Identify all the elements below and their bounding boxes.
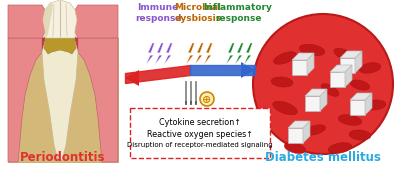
Ellipse shape bbox=[338, 115, 362, 125]
Polygon shape bbox=[43, 3, 53, 38]
Polygon shape bbox=[307, 53, 314, 75]
Polygon shape bbox=[186, 43, 194, 65]
Ellipse shape bbox=[271, 77, 293, 87]
Ellipse shape bbox=[321, 84, 339, 96]
Polygon shape bbox=[155, 43, 164, 65]
Ellipse shape bbox=[359, 63, 381, 73]
Text: Disruption of receptor-mediated signaling: Disruption of receptor-mediated signalin… bbox=[127, 142, 273, 148]
Text: Periodontitis: Periodontitis bbox=[20, 151, 106, 164]
Ellipse shape bbox=[334, 48, 356, 62]
Ellipse shape bbox=[273, 101, 297, 115]
Polygon shape bbox=[195, 43, 204, 65]
FancyBboxPatch shape bbox=[130, 108, 270, 158]
Polygon shape bbox=[350, 100, 365, 115]
Ellipse shape bbox=[284, 142, 306, 154]
Polygon shape bbox=[320, 89, 327, 111]
Text: Cytokine secretion↑: Cytokine secretion↑ bbox=[159, 118, 241, 127]
Polygon shape bbox=[72, 5, 118, 38]
Polygon shape bbox=[330, 72, 345, 87]
Ellipse shape bbox=[349, 130, 371, 140]
Polygon shape bbox=[8, 38, 118, 162]
Polygon shape bbox=[292, 60, 307, 75]
Polygon shape bbox=[355, 51, 362, 73]
Polygon shape bbox=[303, 121, 310, 143]
Polygon shape bbox=[244, 43, 252, 65]
Polygon shape bbox=[241, 62, 255, 78]
Text: Reactive oxygen species↑: Reactive oxygen species↑ bbox=[147, 130, 253, 139]
Circle shape bbox=[253, 14, 393, 154]
Polygon shape bbox=[365, 93, 372, 115]
Polygon shape bbox=[340, 51, 362, 58]
Polygon shape bbox=[340, 58, 355, 73]
Polygon shape bbox=[164, 43, 172, 65]
Polygon shape bbox=[226, 43, 234, 65]
Text: Microbial
dysbiosis: Microbial dysbiosis bbox=[174, 3, 222, 23]
Text: Inflammatory
response: Inflammatory response bbox=[204, 3, 272, 23]
Circle shape bbox=[200, 92, 214, 106]
Polygon shape bbox=[305, 96, 320, 111]
Polygon shape bbox=[350, 93, 372, 100]
Ellipse shape bbox=[364, 100, 386, 110]
Polygon shape bbox=[292, 53, 314, 60]
Polygon shape bbox=[43, 0, 77, 38]
Ellipse shape bbox=[304, 125, 326, 135]
Polygon shape bbox=[305, 89, 327, 96]
Polygon shape bbox=[78, 38, 118, 162]
Polygon shape bbox=[235, 43, 244, 65]
Polygon shape bbox=[8, 38, 42, 162]
Polygon shape bbox=[68, 33, 78, 52]
Ellipse shape bbox=[328, 143, 352, 153]
Ellipse shape bbox=[274, 52, 296, 64]
Ellipse shape bbox=[350, 80, 370, 90]
Text: Immune
response: Immune response bbox=[135, 3, 181, 23]
Polygon shape bbox=[146, 43, 154, 65]
Ellipse shape bbox=[299, 44, 325, 56]
Polygon shape bbox=[330, 65, 352, 72]
Polygon shape bbox=[42, 38, 78, 160]
Polygon shape bbox=[288, 128, 303, 143]
Polygon shape bbox=[8, 5, 48, 38]
Polygon shape bbox=[345, 65, 352, 87]
Text: ⊕: ⊕ bbox=[202, 94, 212, 104]
Polygon shape bbox=[44, 38, 76, 54]
Polygon shape bbox=[42, 33, 52, 52]
Polygon shape bbox=[288, 121, 310, 128]
Polygon shape bbox=[125, 70, 139, 86]
Polygon shape bbox=[204, 43, 212, 65]
Text: Diabetes mellitus: Diabetes mellitus bbox=[265, 151, 381, 164]
